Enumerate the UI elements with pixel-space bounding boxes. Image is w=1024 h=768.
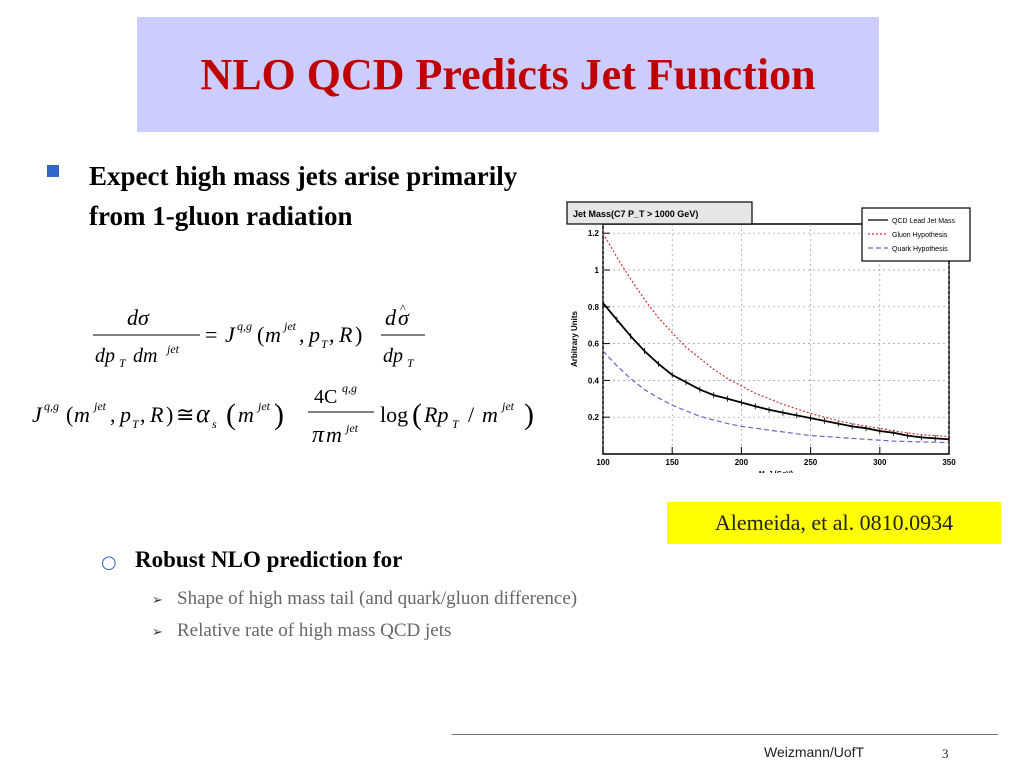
svg-text:(: ( [257,322,264,347]
svg-text:,: , [329,322,335,347]
svg-text:Rp: Rp [423,402,448,427]
sub-bullet-item: Relative rate of high mass QCD jets [177,620,452,641]
x-tick-label: 300 [873,458,887,467]
arrow-bullet-icon: ➢ [152,625,163,640]
svg-text:m: m [326,422,342,447]
title-banner: NLO QCD Predicts Jet Function [137,17,879,132]
svg-text:dm: dm [133,345,157,367]
svg-text:): ) [355,322,362,347]
svg-text:T: T [321,337,329,351]
svg-text:(: ( [226,398,236,431]
y-tick-label: 0.4 [588,376,600,385]
y-tick-label: 0.2 [588,413,600,422]
series-line-1 [602,302,950,441]
chart-title: Jet Mass(C7 P_T > 1000 GeV) [573,209,698,219]
svg-text:π: π [312,422,325,448]
svg-text:α: α [196,399,211,428]
svg-text:m: m [482,402,498,427]
equation-jet-function: J q,g ( m jet , p T , R ) ≅ α s ( m jet … [32,381,534,448]
y-tick-label: 1.2 [588,229,600,238]
x-tick-label: 250 [804,458,818,467]
svg-text:d: d [385,305,397,330]
citation-text: Alemeida, et al. 0810.0934 [714,510,954,535]
svg-text:dσ: dσ [127,305,150,330]
svg-text:^: ^ [400,301,406,315]
slide-title: NLO QCD Predicts Jet Function [200,50,816,99]
bullet-text-main: Expect high mass jets arise primarily fr… [89,156,659,236]
svg-text:J: J [225,322,236,347]
svg-text:q,g: q,g [237,319,252,333]
svg-text:jet: jet [282,319,297,333]
bullet-text-line: from 1-gluon radiation [89,201,353,231]
svg-text:jet: jet [165,342,180,356]
svg-text:4C: 4C [314,386,337,408]
legend-label: QCD Lead Jet Mass [892,218,956,225]
y-tick-label: 1 [595,266,600,275]
footer-organization: Weizmann/UofT [764,744,865,760]
svg-text:R: R [338,322,353,347]
svg-text:,: , [140,402,146,427]
svg-text:,: , [299,322,305,347]
x-tick-label: 350 [942,458,956,467]
sub-bullet-heading: Robust NLO prediction for [135,547,403,572]
footer-divider [452,734,998,735]
legend-label: Gluon Hypothesis [892,232,948,239]
svg-text:): ) [524,398,534,431]
svg-text:): ) [274,398,284,431]
svg-text:m: m [265,322,281,347]
svg-text:m: m [74,402,90,427]
series-line-2 [602,232,950,438]
svg-text:T: T [119,356,127,370]
svg-text:(: ( [66,402,73,427]
svg-text:log: log [380,402,408,427]
x-axis-label: M_J (GeV) [759,471,793,473]
svg-text:T: T [452,417,460,431]
svg-text:jet: jet [500,399,515,413]
svg-text:/: / [468,402,475,427]
y-axis-label: Arbitrary Units [570,310,579,367]
svg-text:≅: ≅ [176,402,194,427]
y-tick-label: 0.6 [588,340,600,349]
legend-label: Quark Hypothesis [892,246,948,253]
bullet-text-line: Expect high mass jets arise primarily [89,161,518,191]
sub-bullet-item: Shape of high mass tail (and quark/gluon… [177,588,578,609]
svg-text:p: p [118,402,131,427]
svg-text:jet: jet [256,399,271,413]
citation-box: Alemeida, et al. 0810.0934 [667,502,1001,544]
svg-text:dp: dp [95,345,115,367]
square-bullet-icon [47,165,59,177]
equation-cross-section: dσ dp T dm jet = J q,g ( m jet , p T , R… [93,301,425,370]
svg-text:R: R [149,402,164,427]
svg-text:s: s [212,417,217,431]
x-tick-label: 200 [735,458,749,467]
page-number: 3 [942,746,949,761]
x-tick-label: 100 [596,458,610,467]
svg-text:=: = [205,322,217,347]
svg-text:dp: dp [383,345,403,367]
svg-text:T: T [132,417,140,431]
svg-text:J: J [32,402,43,427]
svg-text:q,g: q,g [44,399,59,413]
svg-text:,: , [110,402,116,427]
arrow-bullet-icon: ➢ [152,593,163,608]
svg-text:): ) [166,402,173,427]
svg-text:jet: jet [92,399,107,413]
svg-text:jet: jet [344,421,359,435]
svg-text:T: T [407,356,415,370]
x-tick-label: 150 [666,458,680,467]
y-tick-label: 0.8 [588,303,600,312]
series-line-3 [602,350,950,444]
svg-text:p: p [307,322,320,347]
svg-text:σ: σ [398,305,410,330]
svg-text:(: ( [412,398,422,431]
svg-text:m: m [238,402,254,427]
svg-text:q,g: q,g [342,381,357,395]
circle-bullet-icon: ○ [101,552,117,573]
jet-mass-chart: 0.2 0.4 0.6 0.8 1 1.2 100 150 200 250 300 350 M_J (G… [566,201,971,473]
chart-title-box [566,201,753,225]
